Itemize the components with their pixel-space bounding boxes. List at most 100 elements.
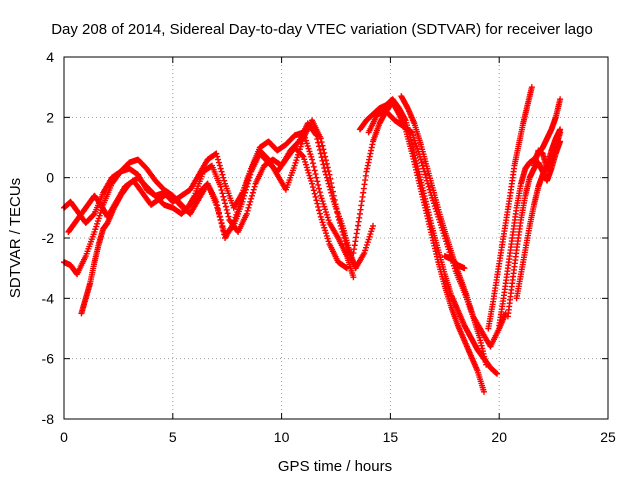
data-point [219,224,226,231]
data-point [217,165,224,172]
data-points [61,84,564,395]
data-point [213,198,220,205]
data-point [223,206,230,213]
data-point [308,177,315,184]
data-point [335,213,342,220]
data-point [410,132,417,139]
data-point [295,151,302,158]
data-point [249,189,256,196]
data-point [231,217,238,224]
data-point [299,138,306,145]
data-point [304,167,311,174]
data-point [363,241,370,248]
series-arc-6 [356,96,501,377]
data-point [322,153,329,160]
data-point [494,370,501,377]
data-point [557,96,564,103]
data-point [245,173,252,180]
data-point [323,174,330,181]
data-point [324,164,331,171]
data-point [366,233,373,240]
data-point [361,250,368,257]
data-point [323,160,330,167]
y-tick-label: 0 [46,170,54,186]
data-point [412,140,419,147]
data-point [230,219,237,226]
data-point [317,213,324,220]
data-point [321,224,328,231]
data-point [237,198,244,205]
data-point [225,213,232,220]
data-point [309,160,316,167]
data-point [369,225,376,232]
data-point [325,238,332,245]
data-point [321,203,328,210]
x-tick-label: 10 [274,429,290,445]
data-point [418,159,425,166]
data-point [310,163,317,170]
x-axis-label: GPS time / hours [278,458,392,475]
data-point [316,189,323,196]
data-point [343,265,350,272]
data-point [240,190,247,197]
data-point [343,241,350,248]
data-point [329,188,336,195]
data-point [331,196,338,203]
data-point [315,181,322,188]
data-point [339,228,346,235]
data-point [236,200,243,207]
data-point [94,218,101,225]
data-point [316,185,323,192]
data-point [312,193,319,200]
data-point [296,149,303,156]
data-point [246,171,253,178]
data-point [303,140,310,147]
data-point [220,174,227,181]
data-point [221,177,228,184]
data-point [368,228,375,235]
data-point [313,174,320,181]
data-point [97,209,104,216]
data-point [217,216,224,223]
x-tick-label: 15 [383,429,399,445]
data-point [314,178,321,185]
data-point [219,190,226,197]
x-tick-label: 0 [60,429,68,445]
data-point [95,215,102,222]
x-tick-label: 5 [169,429,177,445]
data-point [369,222,376,229]
data-point [326,171,333,178]
data-point [93,223,100,230]
data-point [216,213,223,220]
data-point [413,142,420,149]
data-point [322,209,329,216]
data-point [296,146,303,153]
data-point [364,239,371,246]
data-point [235,203,242,210]
data-point [480,388,487,395]
data-point [215,159,222,166]
series-arc-7 [365,108,509,350]
data-point [234,209,241,216]
data-point [321,149,328,156]
data-point [292,159,299,166]
y-tick-label: 4 [46,49,54,65]
data-point [247,168,254,175]
data-point [306,172,313,179]
data-point [322,227,329,234]
data-point [319,198,326,205]
data-point [318,195,325,202]
data-point [215,209,222,216]
data-point [291,162,298,169]
data-point [311,190,318,197]
data-point [250,186,257,193]
data-point [309,156,316,163]
data-point [221,196,228,203]
series-arc-10 [485,84,535,332]
y-tick-label: -2 [42,230,55,246]
data-point [309,180,316,187]
data-point [219,171,226,178]
data-point [218,168,225,175]
